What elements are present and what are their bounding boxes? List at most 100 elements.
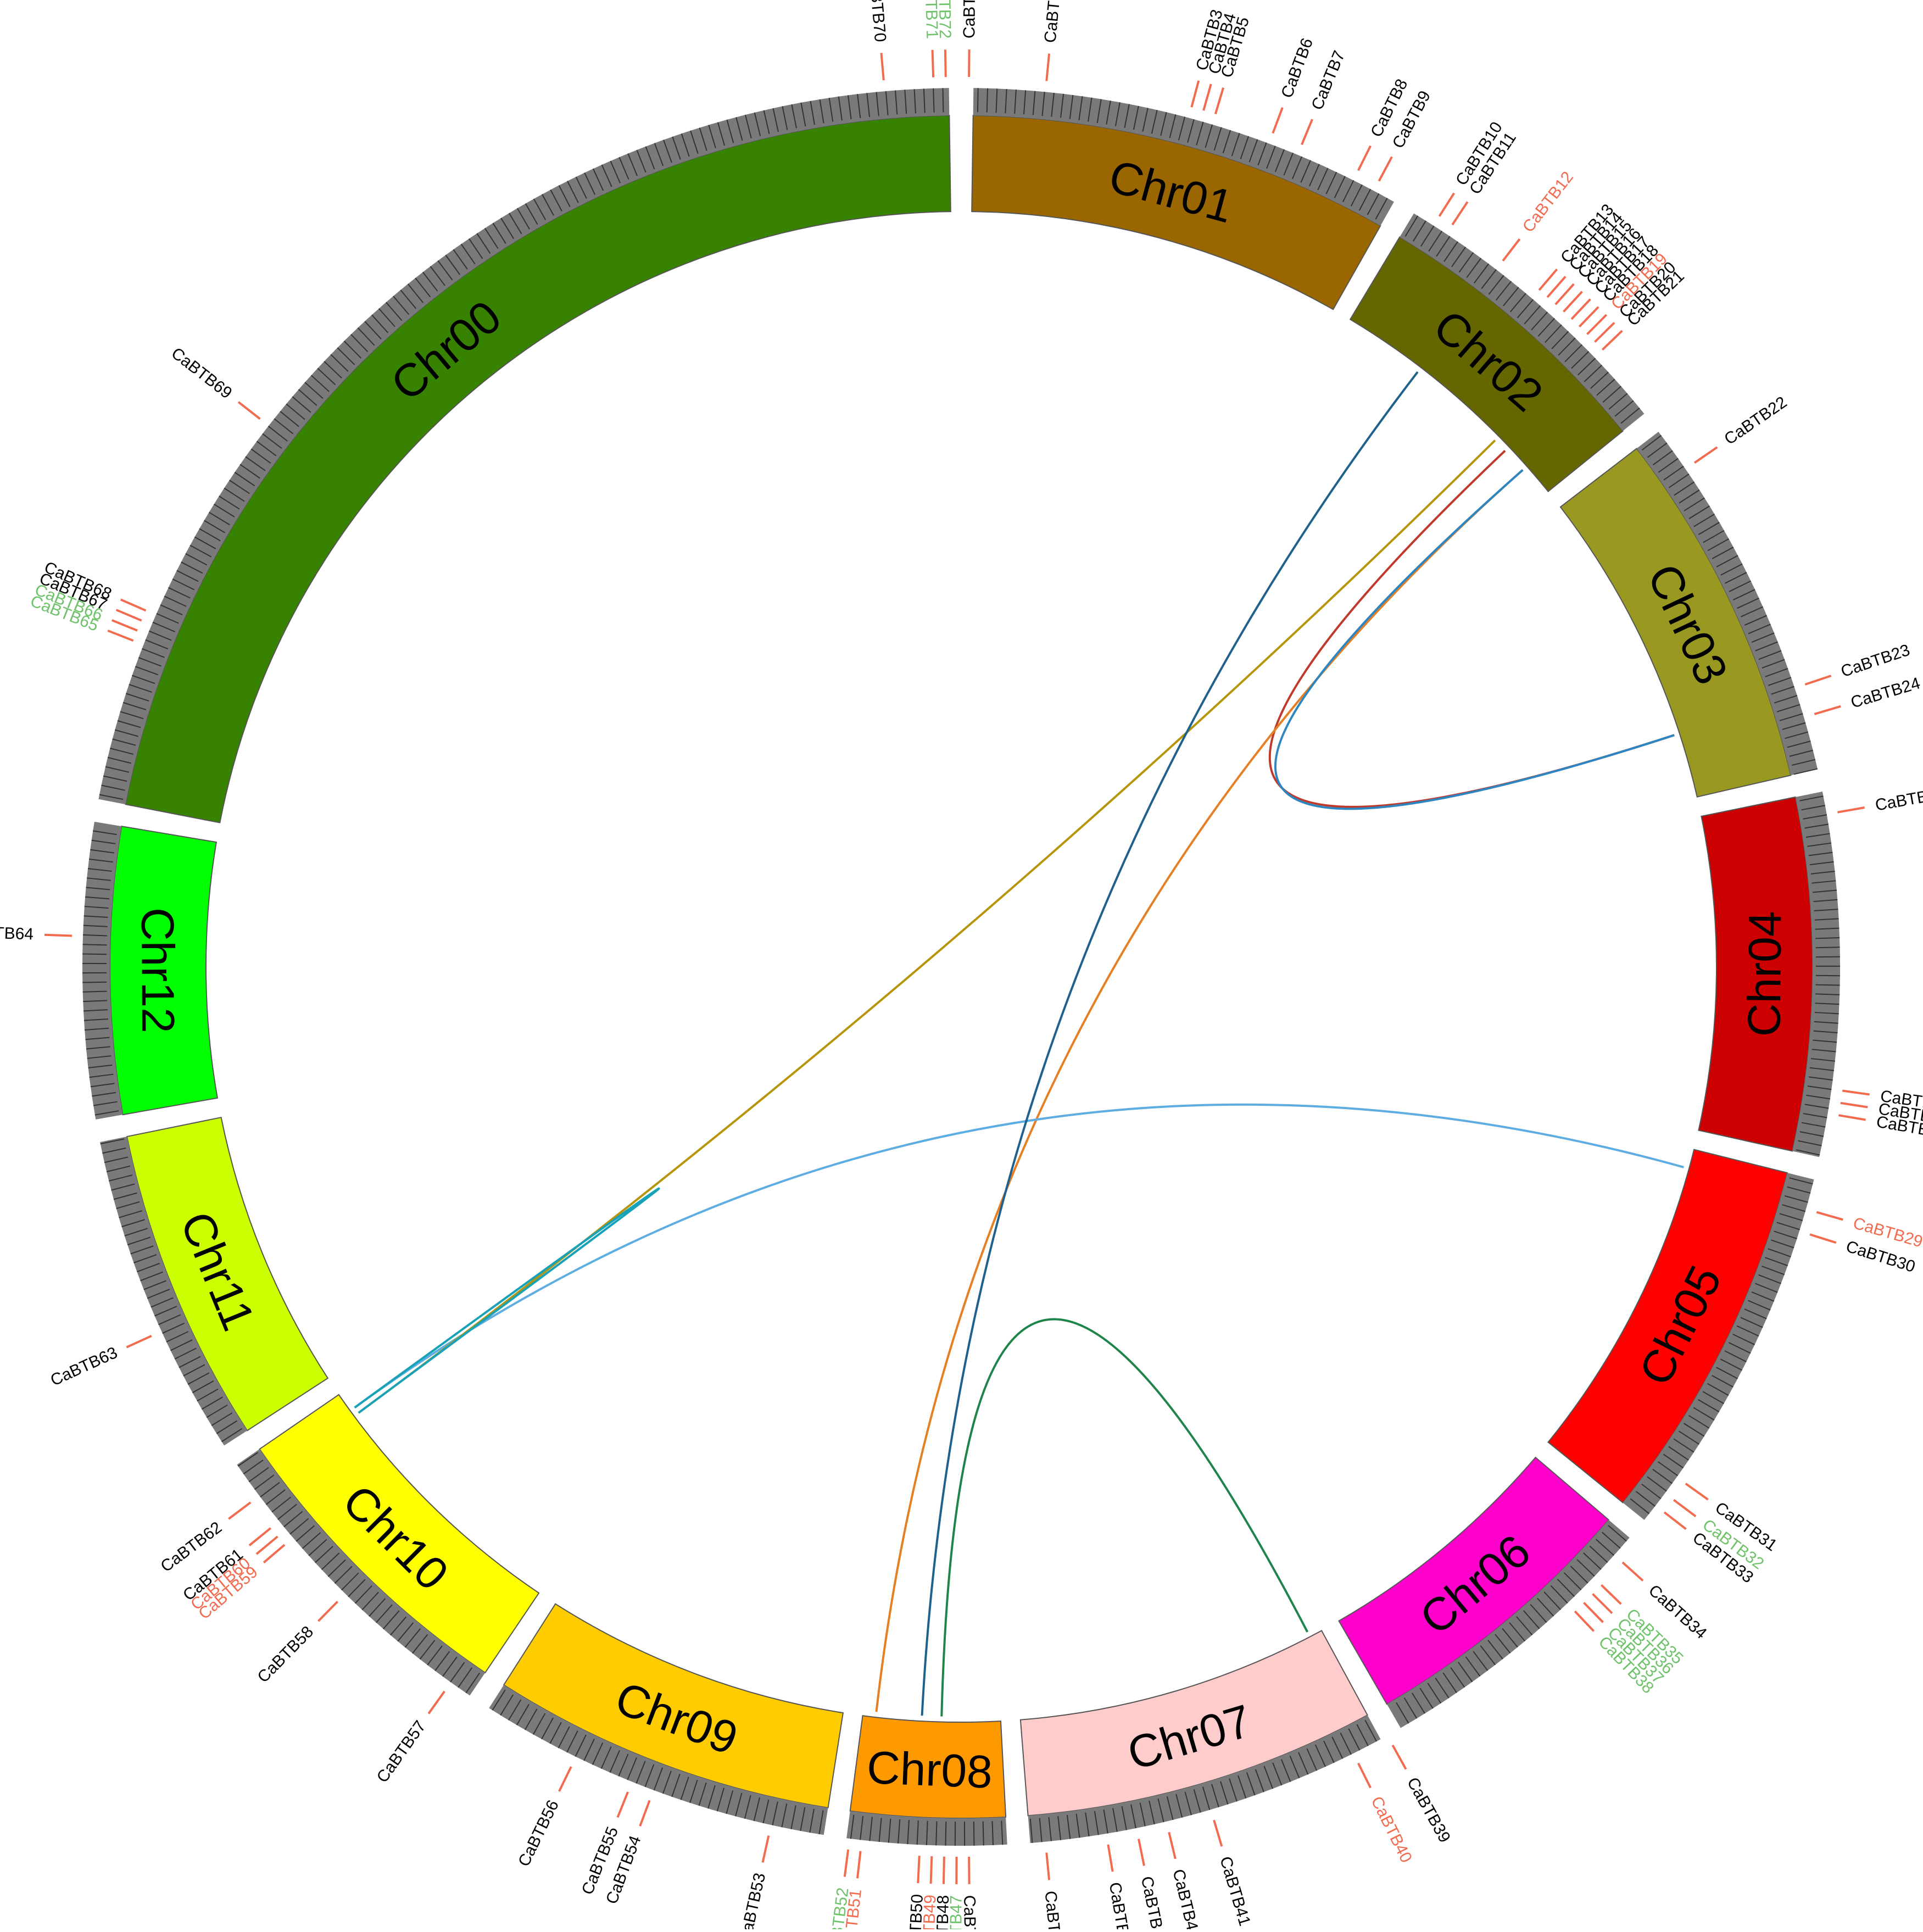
gene-label: CaBTB44: [1106, 1881, 1135, 1929]
gene-label: CaBTB1: [960, 0, 979, 38]
gene-marker: [1601, 1585, 1621, 1604]
gene-marker: [1564, 292, 1582, 312]
gene-cabtb24: CaBTB24: [1814, 674, 1922, 714]
gene-marker: [1805, 676, 1831, 684]
gene-marker: [918, 1856, 919, 1883]
gene-label: CaBTB12: [1519, 168, 1577, 236]
gene-marker: [1695, 447, 1717, 463]
gene-marker: [228, 1502, 250, 1519]
gene-cabtb44: CaBTB44: [1106, 1845, 1135, 1929]
gene-label: CaBTB64: [0, 923, 34, 944]
gene-cabtb72: CaBTB72: [935, 0, 954, 77]
gene-label: CaBTB39: [1403, 1774, 1454, 1846]
chromosome-label: Chr12: [132, 907, 184, 1033]
chromosome-chr01: Chr01: [972, 88, 1394, 309]
gene-marker: [1810, 1234, 1836, 1243]
gene-marker: [1584, 1602, 1603, 1622]
gene-marker: [1556, 284, 1574, 304]
gene-label: CaBTB63: [48, 1344, 120, 1390]
gene-marker: [1139, 1839, 1144, 1866]
gene-marker: [1214, 1820, 1222, 1846]
gene-marker: [1046, 54, 1049, 81]
gene-label: CaBTB7: [1308, 48, 1348, 113]
synteny-link: [359, 441, 1495, 1413]
chromosome-chr03: Chr03: [1560, 432, 1818, 797]
gene-marker: [1841, 1103, 1868, 1107]
gene-marker: [318, 1601, 337, 1621]
gene-label: CaBTB23: [1838, 641, 1912, 681]
gene-cabtb23: CaBTB23: [1805, 641, 1912, 684]
gene-marker: [1046, 1853, 1049, 1880]
gene-label: CaBTB43: [1138, 1875, 1169, 1929]
gene-marker: [121, 599, 146, 610]
gene-marker: [1392, 1745, 1406, 1769]
gene-label: CaBTB42: [1169, 1867, 1203, 1929]
gene-marker: [116, 610, 142, 620]
chromosome-chr06: Chr06: [1339, 1457, 1630, 1728]
gene-marker: [1579, 307, 1598, 327]
gene-label: CaBTB22: [1721, 393, 1790, 448]
synteny-link: [355, 1105, 1684, 1408]
gene-marker: [257, 1536, 277, 1554]
gene-label: CaBTB72: [935, 0, 954, 39]
gene-cabtb41: CaBTB41: [1214, 1820, 1254, 1928]
gene-label: CaBTB45: [1041, 1890, 1066, 1929]
gene-cabtb70: CaBTB70: [865, 0, 889, 80]
gene-cabtb56: CaBTB56: [515, 1767, 571, 1869]
gene-cabtb40: CaBTB40: [1358, 1763, 1415, 1866]
gene-marker: [857, 1851, 861, 1879]
gene-cabtb22: CaBTB22: [1695, 393, 1790, 463]
gene-marker: [931, 1856, 932, 1884]
synteny-link: [941, 1319, 1307, 1717]
chromosome-chr11: Chr11: [100, 1117, 328, 1445]
gene-marker: [112, 620, 137, 631]
gene-marker: [1593, 1594, 1612, 1613]
gene-marker: [264, 1545, 285, 1562]
gene-cabtb6: CaBTB6: [1273, 36, 1317, 133]
gene-marker: [1108, 1845, 1112, 1872]
gene-marker: [1216, 88, 1223, 114]
gene-marker: [1686, 1484, 1708, 1500]
gene-cabtb53: CaBTB53: [736, 1836, 769, 1929]
gene-marker: [1358, 1763, 1370, 1788]
chromosome-ring: Chr00Chr01Chr02Chr03Chr04Chr05Chr06Chr07…: [82, 88, 1840, 1846]
gene-marker: [617, 1792, 628, 1817]
gene-cabtb1: CaBTB1: [960, 0, 979, 77]
gene-cabtb42: CaBTB42: [1169, 1832, 1203, 1929]
gene-label: CaBTB41: [1216, 1855, 1254, 1928]
gene-cabtb50: CaBTB50: [905, 1856, 927, 1929]
gene-marker: [1452, 202, 1468, 225]
chromosome-chr05: Chr05: [1548, 1150, 1814, 1520]
gene-label: CaBTB6: [1278, 36, 1317, 101]
gene-marker: [1664, 1512, 1686, 1529]
gene-marker: [1539, 269, 1557, 290]
gene-cabtb58: CaBTB58: [254, 1601, 338, 1686]
gene-marker: [1439, 193, 1454, 216]
gene-cabtb69: CaBTB69: [168, 344, 260, 419]
gene-marker: [1837, 808, 1864, 812]
gene-marker: [1674, 1500, 1696, 1516]
chromosome-label: Chr08: [866, 1741, 993, 1798]
gene-cabtb52: CaBTB52: [825, 1850, 852, 1929]
gene-label: CaBTB70: [865, 0, 889, 43]
gene-label: CaBTB56: [515, 1797, 562, 1869]
gene-cabtb2: CaBTB2: [1041, 0, 1066, 81]
gene-marker: [1203, 84, 1211, 110]
gene-marker: [1191, 81, 1199, 107]
synteny-link: [876, 470, 1523, 1712]
gene-marker: [933, 50, 934, 77]
chromosome-chr12: Chr12: [82, 822, 218, 1120]
gene-marker: [1358, 146, 1370, 170]
gene-label: CaBTB50: [905, 1894, 927, 1929]
gene-cabtb25: CaBTB25: [1837, 784, 1923, 815]
gene-marker: [1587, 315, 1606, 335]
gene-cabtb64: CaBTB64: [0, 923, 72, 944]
gene-marker: [1571, 299, 1590, 319]
gene-marker: [881, 53, 883, 80]
gene-marker: [1547, 276, 1565, 297]
gene-marker: [238, 402, 260, 419]
gene-label: CaBTB24: [1849, 674, 1922, 712]
gene-marker: [1814, 706, 1841, 714]
gene-marker: [1503, 239, 1519, 261]
